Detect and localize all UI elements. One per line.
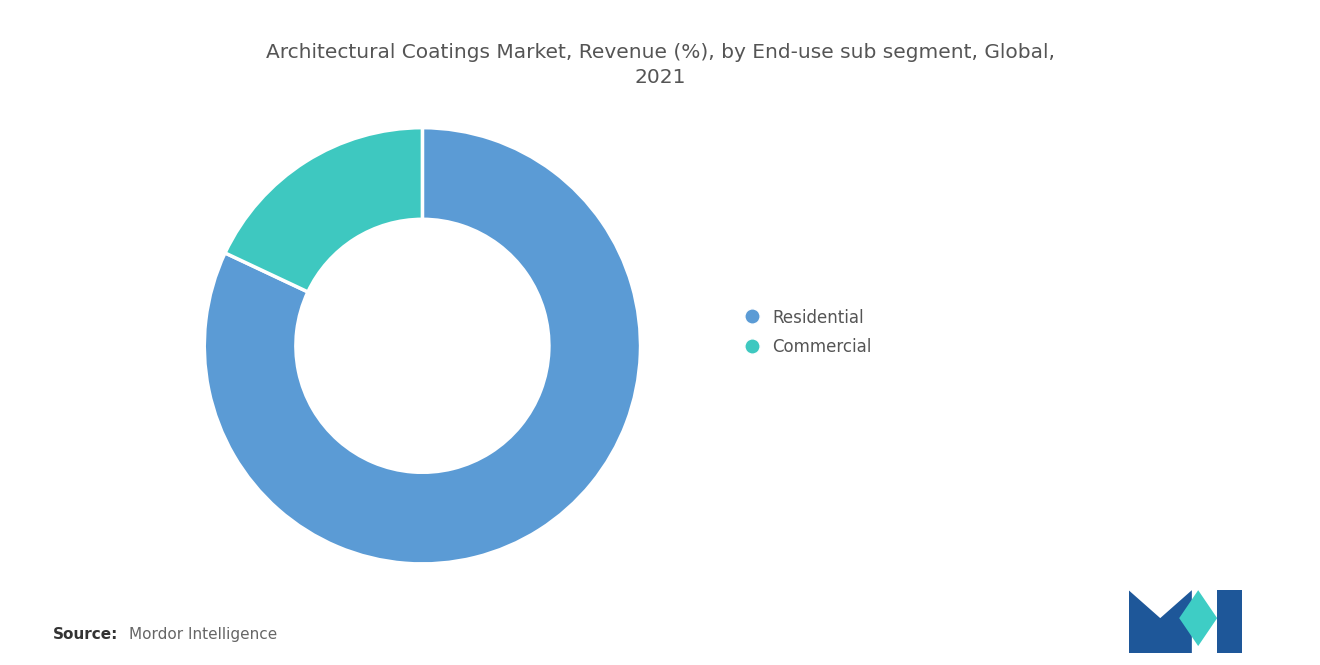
Legend: Residential, Commercial: Residential, Commercial xyxy=(747,309,873,356)
Wedge shape xyxy=(205,128,640,564)
Polygon shape xyxy=(1129,591,1192,653)
Polygon shape xyxy=(1217,591,1242,653)
Polygon shape xyxy=(1179,591,1217,646)
Text: Source:: Source: xyxy=(53,626,119,642)
Wedge shape xyxy=(224,128,422,292)
Text: Architectural Coatings Market, Revenue (%), by End-use sub segment, Global,
2021: Architectural Coatings Market, Revenue (… xyxy=(265,43,1055,87)
Text: Mordor Intelligence: Mordor Intelligence xyxy=(129,626,277,642)
